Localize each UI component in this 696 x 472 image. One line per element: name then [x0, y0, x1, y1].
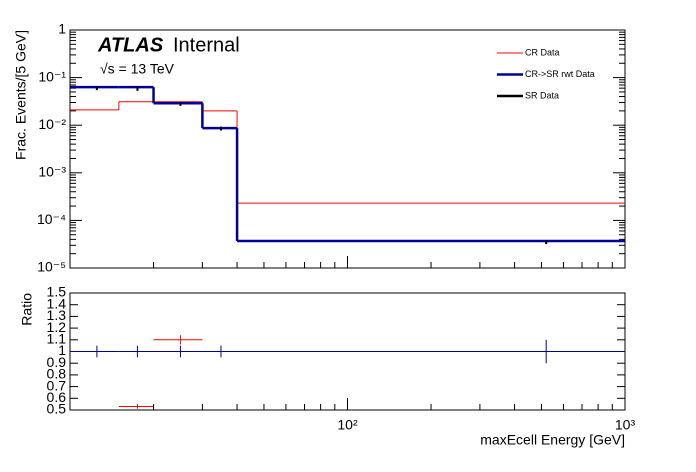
x-tick-label: 10²: [337, 417, 358, 433]
y-tick-label: 0.6: [47, 389, 67, 405]
atlas-label: ATLAS: [97, 34, 164, 56]
y-tick-label: 10⁻²: [38, 116, 66, 132]
ratio-axis-label: Ratio: [19, 293, 35, 326]
y-tick-label: 1.1: [47, 331, 67, 347]
y-tick-label: 0.7: [47, 377, 67, 393]
y-tick-label: 10⁻¹: [38, 68, 66, 84]
y-tick-label: 10⁻⁴: [37, 211, 66, 227]
legend-label: SR Data: [525, 90, 559, 100]
internal-label: Internal: [173, 34, 240, 56]
y-tick-label: 1.5: [47, 284, 67, 300]
y-tick-label: 1.3: [47, 307, 67, 323]
y-tick-label: 1: [58, 342, 66, 358]
y-tick-label: 0.5: [47, 401, 67, 417]
y-tick-label: 1.4: [47, 295, 67, 311]
legend-label: CR Data: [525, 47, 560, 57]
y-axis-label: Frac. Events/[5 GeV]: [13, 30, 29, 160]
x-axis-label: maxEcell Energy [GeV]: [480, 432, 625, 448]
y-tick-label: 10⁻⁵: [37, 259, 66, 275]
y-tick-label: 0.9: [47, 354, 67, 370]
y-tick-label: 1.2: [47, 319, 67, 335]
y-tick-label: 1: [58, 21, 66, 37]
legend-label: CR->SR rwt Data: [525, 69, 595, 79]
y-tick-label: 10⁻³: [38, 164, 66, 180]
x-tick-label: 10³: [615, 417, 636, 433]
energy-label: √s = 13 TeV: [100, 61, 175, 77]
y-tick-label: 0.8: [47, 366, 67, 382]
